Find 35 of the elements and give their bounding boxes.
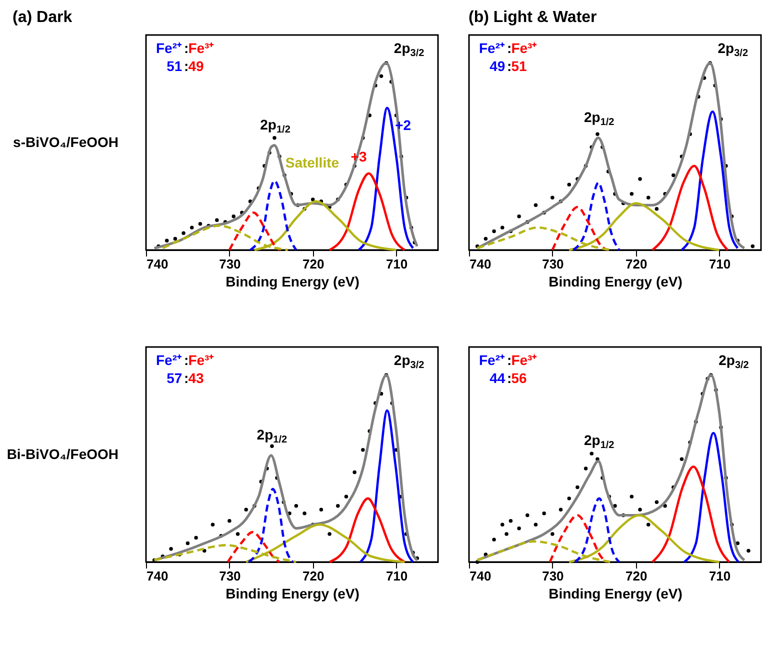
x-tick-label: 730 [542,568,564,584]
x-tick-label: 710 [386,256,408,272]
text: Fe²⁺:Fe³⁺ [479,352,538,368]
x-tick-label: 740 [146,256,168,272]
chart-title: (b) Light & Water [468,9,597,26]
annotation: 44:56 [490,370,527,386]
x-tick-label: 720 [626,256,648,272]
annotation: 51:49 [166,58,204,74]
annotation: +2 [395,116,412,133]
annotation: Satellite [285,154,340,170]
text: Fe²⁺:Fe³⁺ [156,352,214,368]
x-tick-label: 710 [708,256,731,272]
x-axis-title: Binding Energy (eV) [548,586,682,602]
x-tick-label: 730 [219,256,241,272]
annotation: +3 [350,148,367,164]
x-tick-label: 720 [302,256,324,272]
x-axis-title: Binding Energy (eV) [226,274,360,290]
chart-title: (a) Dark [12,9,72,26]
text: Fe²⁺:Fe³⁺ [479,40,538,56]
x-axis-title: Binding Energy (eV) [548,274,682,290]
x-tick-label: 720 [626,568,648,584]
x-tick-label: 740 [470,256,492,272]
x-tick-label: 740 [470,568,492,584]
x-tick-label: 740 [146,568,168,584]
x-axis-title: Binding Energy (eV) [226,586,360,602]
x-tick-label: 710 [386,568,408,584]
x-tick-label: 710 [708,568,731,584]
x-tick-label: 720 [302,568,324,584]
annotation: 49:51 [490,58,527,74]
y-axis-title: Bi-BiVO₄/FeOOH [6,446,118,462]
x-tick-label: 730 [219,568,241,584]
y-axis-title: s-BiVO₄/FeOOH [13,134,118,150]
annotation: 57:43 [166,370,204,386]
text: Fe²⁺:Fe³⁺ [156,40,214,56]
x-tick-label: 730 [542,256,564,272]
